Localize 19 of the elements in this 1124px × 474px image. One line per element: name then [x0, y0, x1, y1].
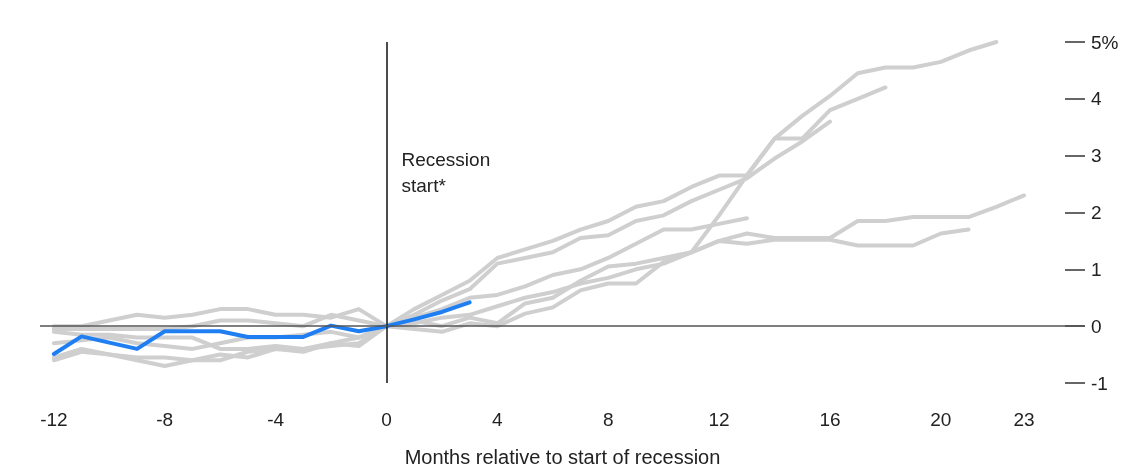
y-tick-label: 4	[1091, 88, 1102, 110]
x-axis-title: Months relative to start of recession	[404, 446, 721, 468]
x-tick-label: 8	[602, 409, 614, 430]
ref-line-label: Recession start*	[401, 148, 496, 196]
x-tick-label: 16	[819, 409, 841, 430]
x-tick-label: 0	[381, 409, 392, 430]
y-tick-label: 5%	[1091, 31, 1119, 53]
y-tick-label: 0	[1091, 315, 1102, 337]
y-tick-label: 1	[1091, 258, 1102, 280]
x-tick-label: -4	[267, 409, 285, 430]
y-tick-label: -1	[1091, 372, 1108, 394]
y-tick-label: 2	[1091, 202, 1102, 223]
x-tick-label: 20	[930, 409, 952, 430]
x-tick-label: -8	[156, 409, 174, 430]
y-tick-label: 3	[1091, 145, 1102, 167]
x-tick-label: 12	[708, 409, 730, 430]
x-tick-label: -12	[40, 409, 68, 430]
x-tick-label: 23	[1013, 409, 1035, 430]
x-tick-label: 4	[492, 409, 504, 430]
